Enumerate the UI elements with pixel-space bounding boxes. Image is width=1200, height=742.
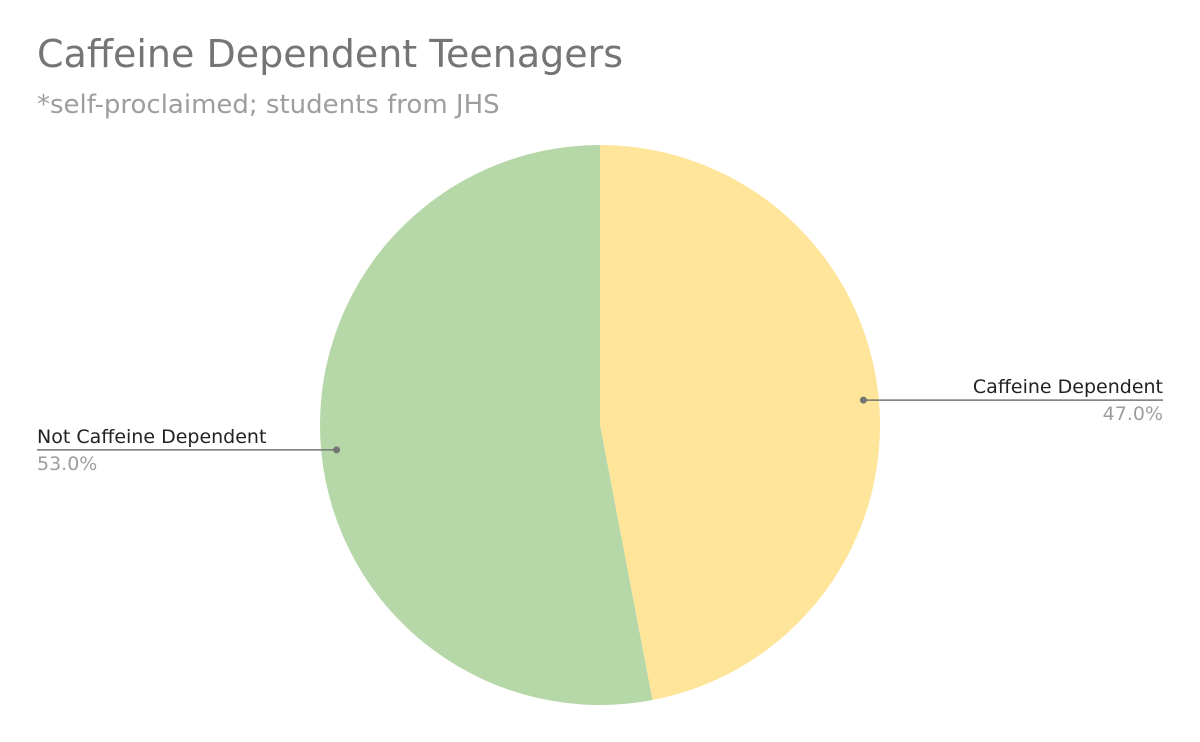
pie-slice-caffeine-dependent [600, 145, 880, 701]
slice-value-not-caffeine-dependent: 53.0% [37, 453, 97, 475]
slice-label-not-caffeine-dependent: Not Caffeine Dependent [37, 426, 266, 448]
slice-value-caffeine-dependent: 47.0% [1103, 403, 1163, 425]
slice-label-caffeine-dependent: Caffeine Dependent [973, 376, 1163, 398]
pie-slices [319, 145, 880, 705]
chart-title: Caffeine Dependent Teenagers [37, 32, 624, 76]
pie-slice-not-caffeine-dependent [319, 145, 653, 705]
pie-labels: Caffeine Dependent 47.0% Not Caffeine Depe… [37, 376, 1163, 475]
chart-subtitle: *self-proclaimed; students from JHS [37, 90, 500, 120]
